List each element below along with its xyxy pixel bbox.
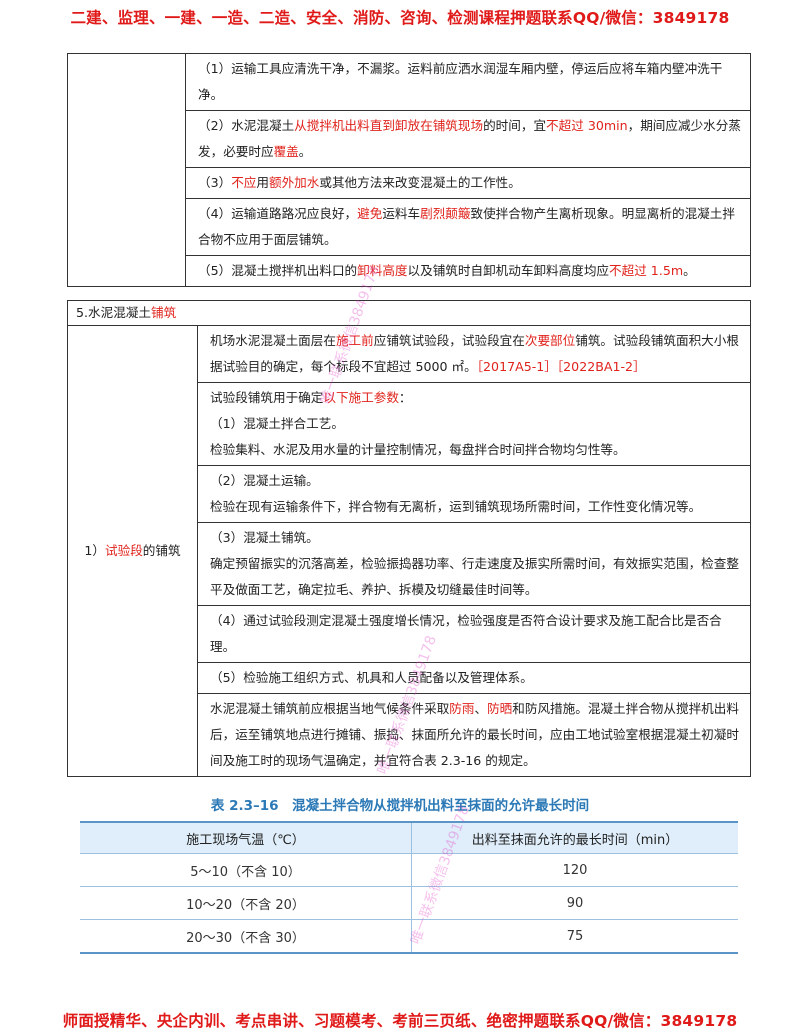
temperature-cell: 20～30（不含 30）: [80, 919, 412, 954]
column-header-temperature: 施工现场气温（℃）: [80, 821, 412, 854]
trial-params-mixing: 试验段铺筑用于确定以下施工参数： （1）混凝土拌合工艺。 检验集料、水泥及用水量的计…: [197, 382, 751, 466]
trial-params-organization: （5）检验施工组织方式、机具和人员配备以及管理体系。: [197, 662, 751, 694]
trial-params-paving: （3）混凝土铺筑。 确定预留振实的沉落高差，检验振捣器功率、行走速度及振实所需时间…: [197, 522, 751, 606]
trial-section-label: 1）试验段的铺筑: [67, 325, 198, 777]
temperature-cell: 5～10（不含 10）: [80, 853, 412, 887]
section-header: 5.水泥混凝土铺筑: [67, 300, 751, 326]
transport-item-1: （1）运输工具应清洗干净，不漏浆。运料前应洒水润湿车厢内壁，停运后应将车箱内壁冲…: [185, 53, 751, 111]
max-time-cell: 75: [411, 919, 738, 954]
paving-section-table: 5.水泥混凝土铺筑 1）试验段的铺筑 机场水泥混凝土面层在施工前应铺筑试验段，试…: [67, 300, 751, 777]
weather-measures-paragraph: 水泥混凝土铺筑前应根据当地气候条件采取防雨、防晒和防风措施。混凝土拌合物从搅拌机…: [197, 693, 751, 777]
trial-intro-paragraph: 机场水泥混凝土面层在施工前应铺筑试验段，试验段宜在次要部位铺筑。试验段铺筑面积大…: [197, 325, 751, 383]
table-row: 10～20（不含 20） 90: [80, 886, 738, 920]
temperature-cell: 10～20（不含 20）: [80, 886, 412, 920]
max-time-cell: 90: [411, 886, 738, 920]
transport-requirements-table: （1）运输工具应清洗干净，不漏浆。运料前应洒水润湿车厢内壁，停运后应将车箱内壁冲…: [67, 53, 751, 287]
table-row: 20～30（不含 30） 75: [80, 919, 738, 954]
transport-item-5: （5）混凝土搅拌机出料口的卸料高度以及铺筑时自卸机动车卸料高度均应不超过 1.5…: [185, 255, 751, 287]
bottom-promo-banner: 师面授精华、央企内训、考点串讲、习题模考、考前三页纸、绝密押题联系QQ/微信：3…: [62, 1012, 738, 1030]
trial-params-strength: （4）通过试验段测定混凝土强度增长情况，检验强度是否符合设计要求及施工配合比是否…: [197, 605, 751, 663]
transport-item-3: （3）不应用额外加水或其他方法来改变混凝土的工作性。: [185, 167, 751, 199]
empty-left-cell: [67, 53, 186, 287]
table-caption: 表 2.3–16 混凝土拌合物从搅拌机出料至抹面的允许最长时间: [210, 798, 590, 814]
trial-params-transport: （2）混凝土运输。 检验在现有运输条件下，拌合物有无离析，运到铺筑现场所需时间，工…: [197, 465, 751, 523]
max-time-cell: 120: [411, 853, 738, 887]
transport-item-2: （2）水泥混凝土从搅拌机出料直到卸放在铺筑现场的时间，宜不超过 30min，期间…: [185, 110, 751, 168]
table-row: 5～10（不含 10） 120: [80, 853, 738, 887]
transport-item-4: （4）运输道路路况应良好，避免运料车剧烈颠簸致使拌合物产生离析现象。明显离析的混…: [185, 198, 751, 256]
max-time-table: 施工现场气温（℃） 出料至抹面允许的最长时间（min） 5～10（不含 10） …: [80, 821, 738, 954]
column-header-max-time: 出料至抹面允许的最长时间（min）: [411, 821, 738, 854]
top-promo-banner: 二建、监理、一建、一造、二造、安全、消防、咨询、检测课程押题联系QQ/微信：38…: [70, 9, 730, 27]
